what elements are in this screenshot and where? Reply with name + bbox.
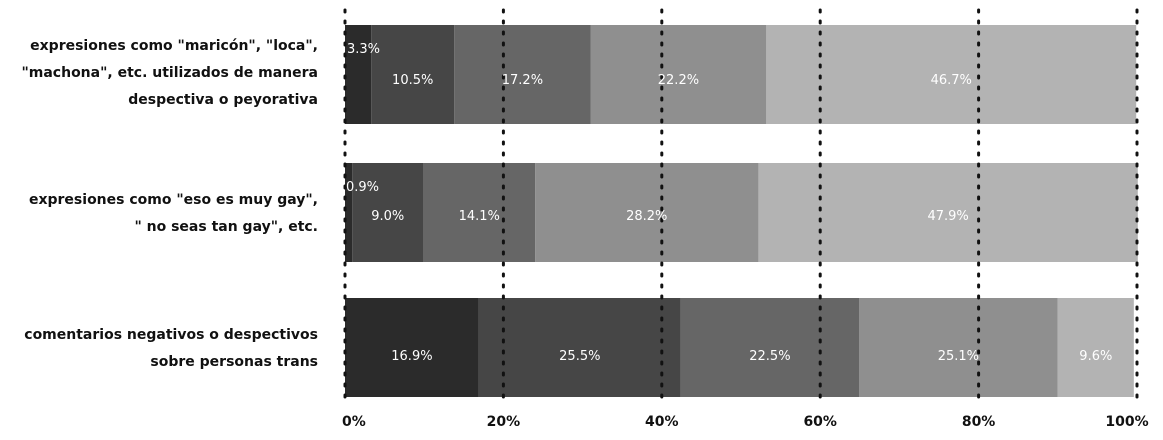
bar-segment-3-5 bbox=[1057, 298, 1134, 397]
bar-group-2 bbox=[345, 163, 1138, 262]
bar-segment-1-3 bbox=[454, 25, 591, 124]
bar-segment-1-5 bbox=[766, 25, 1137, 124]
data-label-2-1: 0.9% bbox=[346, 180, 379, 195]
data-label-3-3: 22.5% bbox=[749, 349, 790, 364]
data-label-3-1: 16.9% bbox=[391, 349, 432, 364]
bar-group-1 bbox=[345, 25, 1137, 124]
category-label-2-line-2: " no seas tan gay", etc. bbox=[134, 219, 318, 235]
bar-segment-3-4 bbox=[859, 298, 1058, 397]
data-label-2-5: 47.9% bbox=[927, 209, 968, 224]
bar-segment-2-2 bbox=[352, 163, 424, 262]
bar-segment-1-1 bbox=[345, 25, 372, 124]
category-label-1-line-1: expresiones como "maricón", "loca", bbox=[30, 38, 318, 54]
data-label-3-4: 25.1% bbox=[938, 349, 979, 364]
x-tick-label-0: 0% bbox=[342, 414, 366, 430]
data-label-1-3: 17.2% bbox=[502, 73, 543, 88]
bar-group-3 bbox=[345, 298, 1134, 397]
data-label-1-1: 3.3% bbox=[347, 42, 380, 57]
data-label-1-4: 22.2% bbox=[658, 73, 699, 88]
category-label-3-line-1: comentarios negativos o despectivos bbox=[24, 327, 318, 343]
data-label-2-3: 14.1% bbox=[459, 209, 500, 224]
bar-segment-2-1 bbox=[345, 163, 353, 262]
data-label-3-5: 9.6% bbox=[1079, 349, 1112, 364]
data-label-2-2: 9.0% bbox=[371, 209, 404, 224]
data-label-2-4: 28.2% bbox=[626, 209, 667, 224]
bar-segment-1-4 bbox=[590, 25, 767, 124]
bar-segment-2-3 bbox=[423, 163, 536, 262]
bar-segment-3-2 bbox=[478, 298, 681, 397]
category-label-3-line-2: sobre personas trans bbox=[150, 354, 318, 370]
bar-segment-2-5 bbox=[758, 163, 1138, 262]
data-label-1-5: 46.7% bbox=[931, 73, 972, 88]
category-label-1-line-2: "machona", etc. utilizados de manera bbox=[21, 65, 318, 81]
x-tick-label-100: 100% bbox=[1105, 414, 1148, 430]
category-label-1: expresiones como "maricón", "loca", "mac… bbox=[0, 33, 318, 114]
category-label-3: comentarios negativos o despectivos sobr… bbox=[0, 322, 318, 376]
x-tick-label-20: 20% bbox=[487, 414, 521, 430]
data-label-3-2: 25.5% bbox=[559, 349, 600, 364]
bar-segment-2-4 bbox=[535, 163, 759, 262]
bar-segment-3-1 bbox=[345, 298, 479, 397]
category-label-2: expresiones como "eso es muy gay", " no … bbox=[0, 187, 318, 241]
x-tick-label-80: 80% bbox=[962, 414, 996, 430]
category-label-1-line-3: despectiva o peyorativa bbox=[128, 92, 318, 108]
bar-segment-1-2 bbox=[371, 25, 455, 124]
category-label-2-line-1: expresiones como "eso es muy gay", bbox=[28, 192, 318, 208]
x-tick-label-60: 60% bbox=[803, 414, 837, 430]
x-tick-label-40: 40% bbox=[645, 414, 679, 430]
data-label-1-2: 10.5% bbox=[392, 73, 433, 88]
bar-segment-3-3 bbox=[680, 298, 860, 397]
